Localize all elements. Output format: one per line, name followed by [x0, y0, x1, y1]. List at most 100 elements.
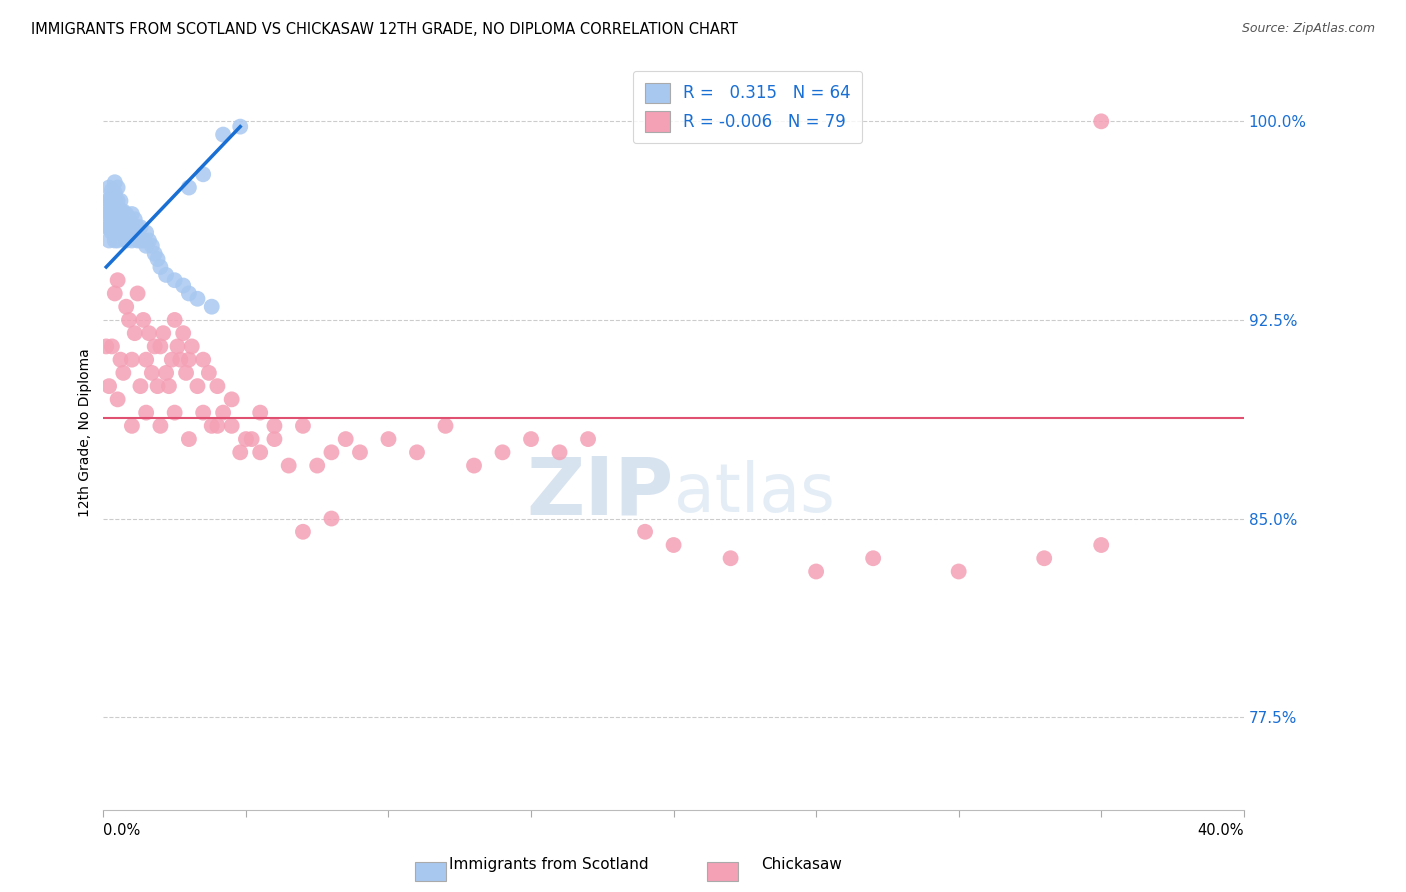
Point [135, 226, 157, 240]
Point [335, 432, 357, 446]
Point [634, 524, 657, 539]
Point [121, 352, 143, 367]
Point [112, 215, 135, 229]
Point [172, 278, 194, 293]
Point [491, 445, 513, 459]
Point [115, 207, 138, 221]
Point [124, 226, 146, 240]
Point [98, 234, 121, 248]
Point [177, 432, 200, 446]
Point [132, 234, 155, 248]
Text: 40.0%: 40.0% [1198, 823, 1244, 838]
Point [129, 379, 152, 393]
Point [112, 226, 135, 240]
Text: ZIP: ZIP [526, 454, 673, 532]
Point [104, 207, 127, 221]
Point [169, 352, 191, 367]
Point [107, 212, 129, 227]
Point [98, 379, 121, 393]
Text: IMMIGRANTS FROM SCOTLAND VS CHICKASAW 12TH GRADE, NO DIPLOMA CORRELATION CHART: IMMIGRANTS FROM SCOTLAND VS CHICKASAW 12… [31, 22, 738, 37]
Point [110, 226, 132, 240]
Point [177, 180, 200, 194]
Point [180, 339, 202, 353]
Point [98, 220, 121, 235]
Point [104, 194, 127, 208]
Point [155, 366, 177, 380]
Legend: R =   0.315   N = 64, R = -0.006   N = 79: R = 0.315 N = 64, R = -0.006 N = 79 [633, 71, 862, 144]
Point [124, 326, 146, 341]
Point [118, 226, 141, 240]
Point [115, 300, 138, 314]
Point [107, 234, 129, 248]
Point [143, 246, 166, 260]
Point [163, 313, 186, 327]
Point [127, 286, 149, 301]
Point [101, 194, 124, 208]
Point [463, 458, 485, 473]
Point [191, 167, 214, 181]
Point [112, 366, 135, 380]
Point [221, 418, 243, 433]
Point [201, 300, 224, 314]
Point [132, 313, 155, 327]
Point [107, 273, 129, 287]
Point [198, 366, 221, 380]
Point [110, 194, 132, 208]
Text: Immigrants from Scotland: Immigrants from Scotland [449, 857, 648, 872]
Point [804, 565, 827, 579]
Point [141, 366, 163, 380]
Point [115, 234, 138, 248]
Point [121, 220, 143, 235]
Point [291, 418, 314, 433]
Point [101, 183, 124, 197]
Point [127, 234, 149, 248]
Point [104, 234, 127, 248]
Point [321, 445, 343, 459]
Point [186, 379, 208, 393]
Point [107, 194, 129, 208]
Point [101, 339, 124, 353]
Point [98, 207, 121, 221]
Point [98, 180, 121, 194]
Point [96, 194, 118, 208]
Point [138, 326, 160, 341]
Point [221, 392, 243, 407]
Point [96, 207, 118, 221]
Point [1033, 551, 1056, 566]
Point [104, 186, 127, 200]
Point [191, 406, 214, 420]
Point [149, 260, 172, 274]
Point [191, 352, 214, 367]
Point [263, 418, 285, 433]
Point [263, 432, 285, 446]
Point [118, 313, 141, 327]
Point [291, 524, 314, 539]
Point [121, 207, 143, 221]
Point [121, 234, 143, 248]
Point [96, 339, 118, 353]
Point [110, 352, 132, 367]
Point [277, 458, 299, 473]
Point [96, 220, 118, 235]
Point [149, 418, 172, 433]
Point [1090, 114, 1112, 128]
Point [107, 202, 129, 216]
Point [107, 180, 129, 194]
Point [129, 220, 152, 235]
Point [115, 220, 138, 235]
Point [107, 392, 129, 407]
Point [101, 215, 124, 229]
Point [307, 458, 329, 473]
Point [576, 432, 599, 446]
Point [207, 418, 229, 433]
Point [104, 220, 127, 235]
Point [434, 418, 457, 433]
Point [135, 352, 157, 367]
Point [135, 239, 157, 253]
Point [155, 268, 177, 282]
Point [229, 120, 252, 134]
Point [163, 406, 186, 420]
Point [129, 234, 152, 248]
Text: 0.0%: 0.0% [104, 823, 141, 838]
Point [101, 204, 124, 219]
